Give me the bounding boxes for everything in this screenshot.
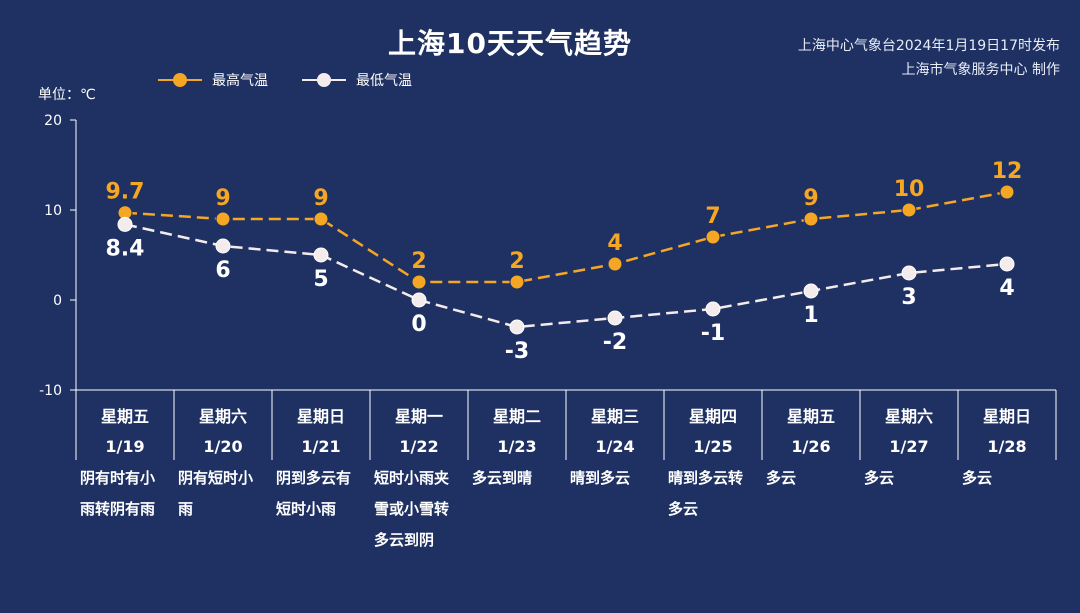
- legend-item-low[interactable]: 最低气温: [302, 70, 412, 90]
- high-temp-label: 2: [509, 249, 524, 274]
- weather-description: 多云: [668, 500, 698, 518]
- weather-description: 阴有时有小: [80, 469, 155, 487]
- legend-swatch-low: [302, 73, 346, 87]
- high-temp-point: [999, 184, 1015, 200]
- high-temp-point: [705, 229, 721, 245]
- x-date-label: 1/26: [791, 437, 830, 456]
- low-temp-point: [117, 216, 133, 232]
- y-tick-label: 10: [44, 203, 62, 219]
- low-temp-label: -2: [603, 330, 627, 355]
- low-temp-label: -1: [701, 321, 725, 346]
- y-tick-label: -10: [39, 383, 62, 399]
- high-temp-point: [803, 211, 819, 227]
- x-weekday-label: 星期三: [591, 407, 639, 426]
- low-temp-point: [705, 301, 721, 317]
- weather-description: 多云: [766, 469, 796, 487]
- high-temp-label: 7: [705, 204, 720, 229]
- x-weekday-label: 星期日: [297, 407, 345, 426]
- high-temp-label: 9.7: [106, 180, 145, 205]
- x-date-label: 1/24: [595, 437, 634, 456]
- x-weekday-label: 星期五: [101, 407, 149, 426]
- x-weekday-label: 星期二: [493, 407, 541, 426]
- weather-description: 短时小雨: [276, 500, 336, 518]
- weather-description: 雪或小雪转: [374, 500, 449, 518]
- low-temp-point: [999, 256, 1015, 272]
- weather-description: 阴到多云有: [276, 469, 351, 487]
- x-date-label: 1/21: [301, 437, 340, 456]
- low-temp-label: -3: [505, 339, 529, 364]
- high-temp-point: [411, 274, 427, 290]
- x-weekday-label: 星期日: [983, 407, 1031, 426]
- low-temp-point: [901, 265, 917, 281]
- low-temp-label: 6: [215, 258, 230, 283]
- legend-label-low: 最低气温: [356, 73, 412, 89]
- x-date-label: 1/23: [497, 437, 536, 456]
- high-temp-label: 9: [313, 186, 328, 211]
- x-weekday-label: 星期一: [395, 407, 443, 426]
- weather-description: 雨转阴有雨: [80, 500, 155, 518]
- low-temp-label: 1: [803, 303, 818, 328]
- y-axis-unit-label: 单位：℃: [38, 87, 96, 103]
- low-temp-point: [607, 310, 623, 326]
- low-temp-point: [509, 319, 525, 335]
- weather-description: 多云: [864, 469, 894, 487]
- high-temp-label: 2: [411, 249, 426, 274]
- y-tick-label: 0: [53, 293, 62, 309]
- low-temp-point: [803, 283, 819, 299]
- low-temp-label: 4: [999, 276, 1014, 301]
- high-temp-point: [215, 211, 231, 227]
- source-line-1: 上海中心气象台2024年1月19日17时发布: [797, 38, 1060, 54]
- legend-item-high[interactable]: 最高气温: [158, 70, 268, 90]
- weather-description: 多云到阴: [374, 531, 434, 549]
- low-temp-point: [411, 292, 427, 308]
- x-date-label: 1/20: [203, 437, 242, 456]
- high-temp-label: 9: [215, 186, 230, 211]
- high-temp-point: [901, 202, 917, 218]
- chart-title: 上海10天天气趋势: [388, 27, 632, 60]
- x-weekday-label: 星期四: [689, 407, 737, 426]
- high-temp-label: 9: [803, 186, 818, 211]
- weather-description: 晴到多云转: [668, 469, 743, 487]
- y-tick-label: 20: [44, 113, 62, 129]
- low-temp-point: [215, 238, 231, 254]
- high-temp-point: [509, 274, 525, 290]
- low-temp-label: 0: [411, 312, 426, 337]
- low-temp-point: [313, 247, 329, 263]
- x-weekday-label: 星期六: [885, 407, 933, 426]
- x-weekday-label: 星期六: [199, 407, 247, 426]
- legend-label-high: 最高气温: [212, 73, 268, 89]
- high-temp-point: [313, 211, 329, 227]
- weather-description: 多云到晴: [472, 469, 532, 487]
- low-temp-label: 8.4: [106, 236, 145, 261]
- x-date-label: 1/19: [105, 437, 144, 456]
- high-temp-label: 4: [607, 231, 622, 256]
- weather-description: 雨: [178, 500, 193, 518]
- high-temp-point: [607, 256, 623, 272]
- x-weekday-label: 星期五: [787, 407, 835, 426]
- legend-swatch-high: [158, 73, 202, 87]
- source-info: 上海中心气象台2024年1月19日17时发布 上海市气象服务中心 制作: [798, 34, 1060, 82]
- low-temp-label: 5: [313, 267, 328, 292]
- high-temp-label: 10: [894, 177, 925, 202]
- weather-description: 短时小雨夹: [374, 469, 449, 487]
- low-temp-line: [124, 223, 1008, 329]
- weather-description: 晴到多云: [570, 469, 630, 487]
- high-temp-line: [124, 190, 1008, 284]
- x-date-label: 1/27: [889, 437, 928, 456]
- x-date-label: 1/25: [693, 437, 732, 456]
- high-temp-label: 12: [992, 159, 1023, 184]
- source-line-2: 上海市气象服务中心 制作: [901, 62, 1060, 78]
- weather-description: 阴有短时小: [178, 469, 253, 487]
- legend: 最高气温 最低气温: [158, 70, 412, 90]
- x-date-label: 1/22: [399, 437, 438, 456]
- weather-description: 多云: [962, 469, 992, 487]
- low-temp-label: 3: [901, 285, 916, 310]
- x-date-label: 1/28: [987, 437, 1026, 456]
